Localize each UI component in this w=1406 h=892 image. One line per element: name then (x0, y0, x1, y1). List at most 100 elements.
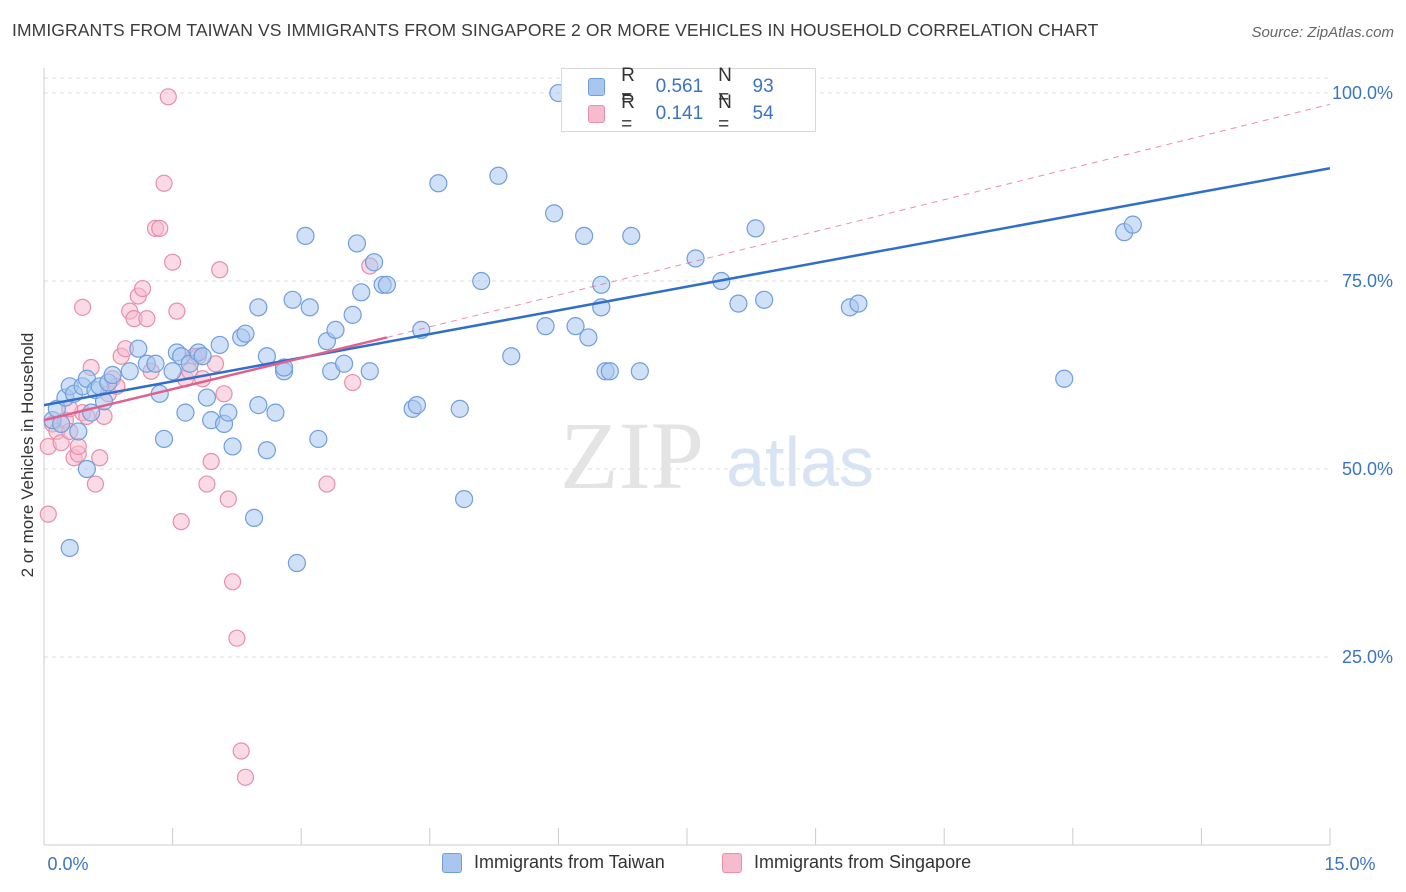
singapore-point (344, 373, 362, 392)
taiwan-point (334, 354, 354, 373)
taiwan-point (129, 339, 148, 358)
taiwan-point (579, 328, 598, 347)
taiwan-point (257, 441, 277, 460)
taiwan-swatch (588, 78, 606, 96)
grid-lines (44, 77, 1330, 658)
legend-item-singapore[interactable]: Immigrants from Singapore (722, 852, 971, 873)
taiwan-point (377, 275, 397, 294)
singapore-point (228, 629, 246, 647)
singapore-point (202, 452, 220, 471)
taiwan-point (849, 294, 868, 313)
singapore-point (211, 261, 229, 279)
taiwan-point (755, 290, 774, 309)
singapore-point (151, 219, 169, 237)
trend-lines (43, 103, 1331, 422)
taiwan-point (622, 226, 641, 246)
chart-title: IMMIGRANTS FROM TAIWAN VS IMMIGRANTS FRO… (12, 20, 1099, 40)
taiwan-point (193, 347, 212, 366)
watermark-zip: ZIP (560, 402, 704, 509)
singapore-point (198, 475, 216, 493)
taiwan-point (309, 429, 328, 449)
series-legend: Immigrants from Taiwan Immigrants from S… (0, 852, 1406, 878)
singapore-legend-label: Immigrants from Singapore (754, 852, 972, 872)
taiwan-point (154, 429, 174, 449)
legend-item-taiwan[interactable]: Immigrants from Taiwan (442, 852, 665, 873)
taiwan-point (197, 388, 216, 407)
singapore-r-value: 0.141 (655, 103, 704, 124)
taiwan-n-value: 93 (752, 76, 774, 97)
singapore-point (138, 310, 156, 328)
taiwan-point (266, 403, 285, 422)
y-tick-label-25: 25.0% (1342, 647, 1393, 667)
taiwan-point (545, 204, 564, 223)
taiwan-point (566, 317, 585, 336)
taiwan-point (287, 553, 307, 573)
taiwan-point (163, 362, 182, 381)
taiwan-point (364, 253, 384, 272)
taiwan-point (450, 399, 469, 418)
taiwan-point (729, 294, 748, 313)
taiwan-point (360, 362, 379, 381)
taiwan-point (343, 305, 362, 324)
taiwan-legend-swatch (442, 852, 462, 873)
singapore-point (69, 437, 87, 456)
taiwan-point (472, 271, 491, 291)
correlation-legend: R = 0.561 N = 93 R = 0.141 N = 54 (561, 65, 816, 135)
taiwan-point (249, 298, 268, 317)
taiwan-point (244, 508, 264, 527)
taiwan-trend-line (43, 167, 1331, 407)
singapore-point (91, 449, 109, 467)
singapore-point (155, 174, 173, 192)
taiwan-point (296, 226, 315, 246)
taiwan-point (600, 362, 619, 381)
taiwan-point (1055, 369, 1074, 388)
singapore-swatch (588, 105, 606, 123)
x-tick-label-15: 15.0% (1324, 854, 1375, 874)
tick-labels: 25.0% 50.0% 75.0% 100.0% 0.0% 15.0% (47, 83, 1393, 874)
taiwan-point (77, 459, 96, 479)
taiwan-point (236, 324, 255, 343)
taiwan-point (69, 422, 88, 441)
taiwan-point (502, 347, 521, 366)
legend-row-singapore: R = 0.141 N = 54 (562, 92, 815, 135)
singapore-point (236, 768, 255, 786)
taiwan-point (686, 249, 705, 268)
taiwan-point (300, 298, 319, 317)
series-taiwan (43, 83, 1142, 573)
singapore-point (318, 475, 336, 493)
taiwan-point (407, 396, 427, 415)
singapore-point (232, 742, 250, 760)
taiwan-r-label: R = (621, 65, 635, 108)
watermark: ZIP atlas (560, 402, 874, 509)
taiwan-r-value: 0.561 (655, 76, 704, 97)
singapore-point (219, 490, 237, 508)
taiwan-point (176, 403, 195, 422)
singapore-n-value: 54 (752, 103, 774, 124)
singapore-point (86, 475, 105, 493)
taiwan-point (103, 365, 122, 385)
y-axis-title: 2 or more Vehicles in Household (18, 332, 37, 578)
y-tick-label-75: 75.0% (1342, 271, 1393, 291)
taiwan-point (283, 290, 302, 309)
singapore-legend-swatch (722, 852, 742, 873)
taiwan-point (60, 538, 79, 558)
legend-row-taiwan: R = 0.561 N = 93 (562, 65, 815, 108)
taiwan-point (326, 320, 345, 340)
singapore-point (172, 513, 190, 531)
taiwan-point (219, 403, 238, 422)
taiwan-point (746, 219, 765, 238)
singapore-trend-extension (386, 103, 1331, 338)
y-tick-label-50: 50.0% (1342, 459, 1393, 479)
y-tick-label-100: 100.0% (1332, 83, 1393, 103)
taiwan-point (429, 174, 448, 193)
taiwan-point (575, 226, 594, 246)
taiwan-point (249, 396, 268, 415)
taiwan-point (347, 234, 367, 253)
taiwan-point (454, 489, 474, 509)
taiwan-point (210, 335, 229, 355)
taiwan-point (1123, 215, 1142, 234)
taiwan-point (630, 362, 649, 381)
singapore-r-label: R = (621, 92, 635, 135)
taiwan-n-label: N = (718, 65, 732, 108)
